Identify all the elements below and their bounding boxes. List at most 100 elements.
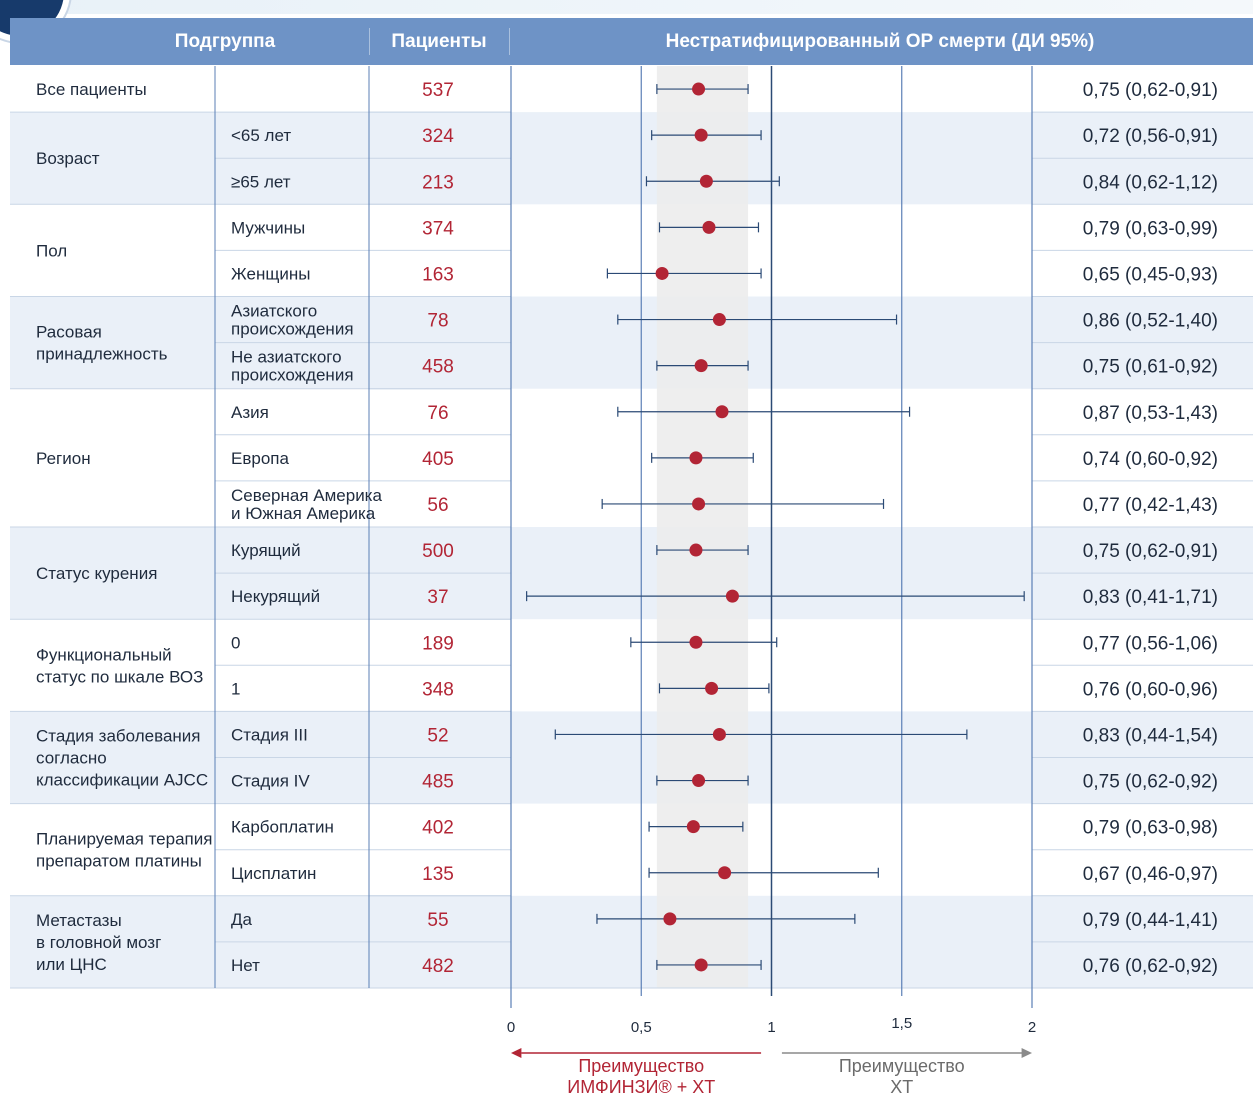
hr-point xyxy=(689,635,703,649)
patient-count: 55 xyxy=(427,910,448,931)
hr-ci-text: 0,75 (0,61-0,92) xyxy=(1083,357,1218,378)
x-tick-label: 1 xyxy=(767,1019,775,1036)
hr-ci-text: 0,79 (0,63-0,98) xyxy=(1083,818,1218,839)
subgroup-label: Стадия IV xyxy=(231,772,310,791)
hr-ci-text: 0,72 (0,56-0,91) xyxy=(1083,126,1218,147)
group-label: Статус курения xyxy=(36,564,157,583)
caption-right: ХТ xyxy=(890,1077,913,1097)
x-tick-label: 0 xyxy=(507,1019,515,1036)
left-arrow-head xyxy=(511,1048,522,1058)
hr-point xyxy=(692,497,706,511)
hr-point xyxy=(715,405,729,419)
hr-ci-text: 0,75 (0,62-0,91) xyxy=(1083,541,1218,562)
subgroup-label: Не азиатского xyxy=(231,348,342,367)
group-label: статус по шкале ВОЗ xyxy=(36,667,203,686)
group-label: Функциональный xyxy=(36,645,172,664)
header-patients: Пациенты xyxy=(391,31,487,52)
subgroup-label: Азия xyxy=(231,403,269,422)
group-label: в головной мозг xyxy=(36,933,161,952)
patient-count: 78 xyxy=(427,311,448,332)
hr-ci-text: 0,76 (0,62-0,92) xyxy=(1083,956,1218,977)
group-label: Планируемая терапия xyxy=(36,830,212,849)
subgroup-label: Цисплатин xyxy=(231,864,316,883)
patient-count: 500 xyxy=(422,541,454,562)
hr-point xyxy=(702,220,716,234)
x-tick-label: 0,5 xyxy=(631,1019,652,1036)
caption-left: Преимущество xyxy=(578,1056,704,1076)
hr-point xyxy=(694,359,708,373)
patient-count: 348 xyxy=(422,679,454,700)
patient-count: 163 xyxy=(422,264,454,285)
subgroup-label: Курящий xyxy=(231,541,301,560)
subgroup-label: Женщины xyxy=(231,264,310,283)
subgroup-label: и Южная Америка xyxy=(231,504,376,523)
top-banner xyxy=(0,0,1253,14)
patient-count: 458 xyxy=(422,357,454,378)
group-label: Расовая xyxy=(36,323,102,342)
patient-count: 402 xyxy=(422,818,454,839)
group-label: Пол xyxy=(36,241,67,260)
subgroup-label: Да xyxy=(231,910,253,929)
hr-ci-text: 0,87 (0,53-1,43) xyxy=(1083,403,1218,424)
hr-ci-text: 0,74 (0,60-0,92) xyxy=(1083,449,1218,470)
shaded-region xyxy=(656,66,749,988)
hr-point xyxy=(663,912,677,926)
hr-ci-text: 0,76 (0,60-0,96) xyxy=(1083,679,1218,700)
hr-point xyxy=(692,774,706,788)
patient-count: 405 xyxy=(422,449,454,470)
hr-ci-text: 0,83 (0,41-1,71) xyxy=(1083,587,1218,608)
patient-count: 324 xyxy=(422,126,454,147)
hr-ci-text: 0,83 (0,44-1,54) xyxy=(1083,725,1218,746)
hr-point xyxy=(725,589,739,603)
patient-count: 213 xyxy=(422,172,454,193)
hr-ci-text: 0,67 (0,46-0,97) xyxy=(1083,864,1218,885)
subgroup-label: Северная Америка xyxy=(231,486,382,505)
hr-point xyxy=(686,820,700,834)
patient-count: 482 xyxy=(422,956,454,977)
subgroup-label: Стадия III xyxy=(231,725,308,744)
hr-point xyxy=(699,174,713,188)
table-header: Подгруппа Пациенты Нестратифицированный … xyxy=(10,18,1253,65)
header-divider xyxy=(369,28,370,55)
subgroup-label: 1 xyxy=(231,679,240,698)
hr-ci-text: 0,79 (0,44-1,41) xyxy=(1083,910,1218,931)
group-label: Все пациенты xyxy=(36,80,147,99)
patient-count: 52 xyxy=(427,725,448,746)
right-arrow-head xyxy=(1021,1048,1032,1058)
patient-count: 189 xyxy=(422,633,454,654)
hr-ci-text: 0,79 (0,63-0,99) xyxy=(1083,218,1218,239)
subgroup-label: происхождения xyxy=(231,366,354,385)
hr-point xyxy=(705,681,719,695)
hr-point xyxy=(692,82,706,96)
header-subgroup: Подгруппа xyxy=(174,31,276,52)
hr-point xyxy=(694,128,708,142)
group-label: Стадия заболевания xyxy=(36,727,201,746)
header-hr: Нестратифицированный ОР смерти (ДИ 95%) xyxy=(665,31,1095,52)
hr-point xyxy=(689,451,703,465)
subgroup-label: Мужчины xyxy=(231,218,305,237)
caption-left: ИМФИНЗИ® + ХТ xyxy=(567,1077,715,1097)
patient-count: 374 xyxy=(422,218,454,239)
group-label: Метастазы xyxy=(36,911,122,930)
hr-ci-text: 0,84 (0,62-1,12) xyxy=(1083,172,1218,193)
hr-point xyxy=(655,266,669,280)
caption-right: Преимущество xyxy=(839,1056,965,1076)
hr-ci-text: 0,77 (0,56-1,06) xyxy=(1083,633,1218,654)
group-label: согласно xyxy=(36,749,107,768)
subgroup-label: Карбоплатин xyxy=(231,818,334,837)
group-label: классификации AJCC xyxy=(36,771,208,790)
hr-point xyxy=(694,958,708,972)
hr-ci-text: 0,65 (0,45-0,93) xyxy=(1083,264,1218,285)
hr-point xyxy=(712,727,726,741)
hr-ci-text: 0,75 (0,62-0,92) xyxy=(1083,772,1218,793)
subgroup-label: Некурящий xyxy=(231,587,320,606)
header-divider xyxy=(509,28,510,55)
x-tick-label: 2 xyxy=(1028,1019,1036,1036)
group-label: или ЦНС xyxy=(36,955,107,974)
subgroup-label: <65 лет xyxy=(231,126,291,145)
group-label: принадлежность xyxy=(36,345,168,364)
patient-count: 76 xyxy=(427,403,448,424)
patient-count: 485 xyxy=(422,772,454,793)
patient-count: 135 xyxy=(422,864,454,885)
hr-point xyxy=(712,313,726,327)
